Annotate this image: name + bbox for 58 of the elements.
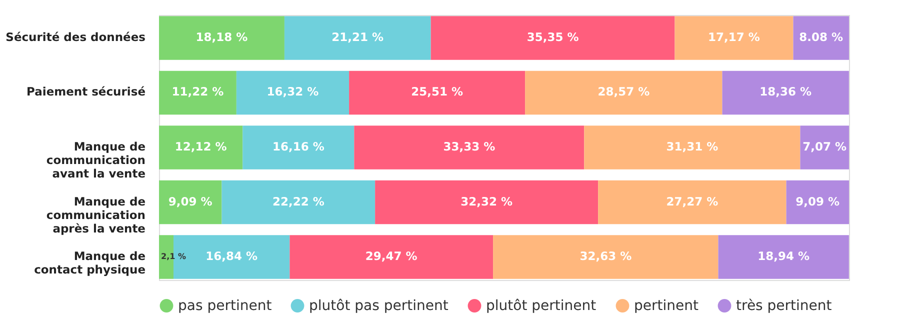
data-label: 32,32 % — [460, 194, 513, 208]
bar — [800, 126, 849, 170]
data-label: 33,33 % — [443, 140, 496, 154]
bar — [786, 180, 849, 224]
bar — [173, 235, 290, 279]
data-label: 11,22 % — [172, 84, 224, 99]
data-label: 25,51 % — [411, 84, 464, 99]
data-label: 18,18 % — [196, 30, 248, 44]
y-tick-label: Manque de communication après la vente — [46, 194, 146, 236]
data-label: 29,47 % — [365, 249, 418, 264]
bar — [354, 126, 584, 170]
bar — [430, 16, 675, 60]
data-label: 31,31 % — [666, 140, 719, 154]
data-label: 18,94 % — [758, 249, 810, 264]
data-label: 22,22 % — [272, 194, 325, 208]
bar — [584, 126, 800, 170]
legend-label: plutôt pertinent — [486, 298, 597, 314]
bar — [159, 126, 243, 170]
data-label: 32,63 % — [580, 249, 632, 264]
data-label: 21,21 % — [332, 30, 384, 44]
data-label: 35,35 % — [526, 30, 580, 44]
bar — [222, 180, 376, 224]
data-label: 8.08 % — [799, 30, 844, 44]
data-label: 27,27 % — [666, 194, 719, 208]
bar — [290, 235, 494, 279]
data-label: 16,16 % — [272, 140, 325, 154]
legend-label: pertinent — [634, 298, 699, 314]
bar — [598, 180, 786, 224]
bar — [242, 126, 354, 170]
bar — [722, 70, 849, 115]
legend-label: très pertinent — [736, 298, 832, 314]
data-label: 16,84 % — [206, 249, 258, 264]
bar — [493, 235, 718, 279]
data-label: 16,32 % — [266, 84, 320, 99]
y-tick-label: Manque de communication avant la vente — [46, 140, 146, 180]
y-tick-label: Manque de contact physique — [34, 249, 146, 277]
bar — [793, 16, 849, 60]
y-tick-label: Paiement sécurisé — [26, 84, 146, 99]
data-label: 12,12 % — [174, 140, 228, 154]
y-tick-label: Sécurité des données — [6, 30, 146, 44]
bar — [349, 70, 526, 115]
data-label: 17,17 % — [708, 30, 760, 44]
data-label: 18,36 % — [760, 84, 812, 99]
data-label: 7,07 % — [802, 140, 848, 154]
data-label: 9,09 % — [796, 194, 840, 208]
legend-label: plutôt pas pertinent — [309, 298, 449, 314]
bar — [159, 16, 284, 60]
bar — [159, 70, 236, 115]
data-label: 28,57 % — [598, 84, 650, 99]
bar — [718, 235, 849, 279]
bar — [236, 70, 350, 115]
data-label: 9,09 % — [168, 194, 213, 208]
bar — [159, 180, 222, 224]
bar — [525, 70, 722, 115]
bar — [674, 16, 794, 60]
legend-label: pas pertinent — [178, 298, 272, 314]
bar — [284, 16, 431, 60]
bar — [375, 180, 598, 224]
